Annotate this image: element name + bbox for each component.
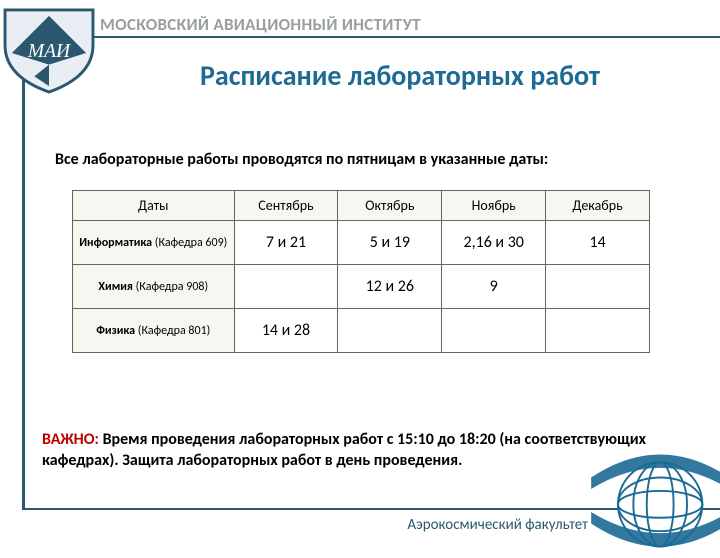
table-cell bbox=[338, 309, 442, 353]
table-column-header: Декабрь bbox=[546, 191, 650, 221]
globe-icon bbox=[585, 443, 720, 558]
table-column-header: Октябрь bbox=[338, 191, 442, 221]
table-cell: 14 и 28 bbox=[234, 309, 338, 353]
table-cell bbox=[546, 265, 650, 309]
schedule-table: ДатыСентябрьОктябрьНоябрьДекабрь Информа… bbox=[72, 190, 650, 353]
table-cell: 7 и 21 bbox=[234, 221, 338, 265]
table-column-header: Даты bbox=[73, 191, 235, 221]
faculty-name: Аэрокосмический факультет bbox=[407, 516, 588, 534]
row-label: Информатика (Кафедра 609) bbox=[73, 221, 235, 265]
table-column-header: Ноябрь bbox=[442, 191, 546, 221]
page-subtitle: Все лабораторные работы проводятся по пя… bbox=[55, 150, 680, 169]
svg-text:МАИ: МАИ bbox=[27, 41, 71, 62]
table-cell: 2,16 и 30 bbox=[442, 221, 546, 265]
mai-shield-logo: МАИ bbox=[0, 8, 98, 94]
table-cell: 12 и 26 bbox=[338, 265, 442, 309]
table-row: Химия (Кафедра 908) 12 и 269 bbox=[73, 265, 650, 309]
table-cell: 5 и 19 bbox=[338, 221, 442, 265]
table-row: Физика (Кафедра 801)14 и 28 bbox=[73, 309, 650, 353]
important-label: ВАЖНО: bbox=[42, 430, 99, 449]
schedule-table-wrap: ДатыСентябрьОктябрьНоябрьДекабрь Информа… bbox=[72, 190, 650, 353]
top-divider bbox=[22, 36, 720, 38]
left-divider bbox=[22, 38, 25, 508]
table-row: Информатика (Кафедра 609)7 и 215 и 192,1… bbox=[73, 221, 650, 265]
important-body: Время проведения лабораторных работ с 15… bbox=[42, 430, 646, 470]
table-column-header: Сентябрь bbox=[234, 191, 338, 221]
org-name: МОСКОВСКИЙ АВИАЦИОННЫЙ ИНСТИТУТ bbox=[100, 14, 720, 35]
table-cell bbox=[546, 309, 650, 353]
table-cell: 9 bbox=[442, 265, 546, 309]
table-cell bbox=[234, 265, 338, 309]
table-cell: 14 bbox=[546, 221, 650, 265]
row-label: Физика (Кафедра 801) bbox=[73, 309, 235, 353]
table-cell bbox=[442, 309, 546, 353]
page-title: Расписание лабораторных работ bbox=[110, 58, 690, 93]
row-label: Химия (Кафедра 908) bbox=[73, 265, 235, 309]
